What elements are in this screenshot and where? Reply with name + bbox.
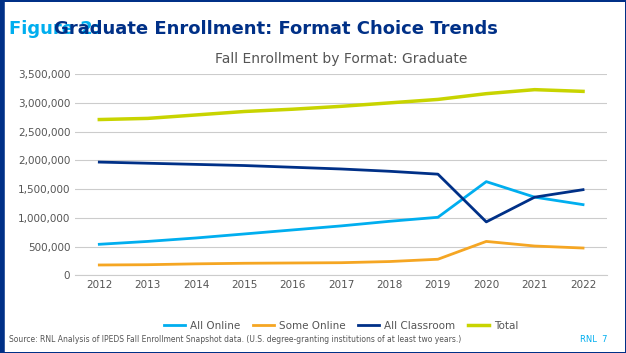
Text: Source: RNL Analysis of IPEDS Fall Enrollment Snapshot data. (U.S. degree-granti: Source: RNL Analysis of IPEDS Fall Enrol… — [9, 335, 461, 344]
Text: Figure 2:: Figure 2: — [9, 20, 106, 37]
Title: Fall Enrollment by Format: Graduate: Fall Enrollment by Format: Graduate — [215, 52, 468, 66]
Text: Graduate Enrollment: Format Choice Trends: Graduate Enrollment: Format Choice Trend… — [54, 20, 498, 37]
Text: RNL  7: RNL 7 — [580, 335, 607, 344]
Legend: All Online, Some Online, All Classroom, Total: All Online, Some Online, All Classroom, … — [160, 317, 522, 335]
